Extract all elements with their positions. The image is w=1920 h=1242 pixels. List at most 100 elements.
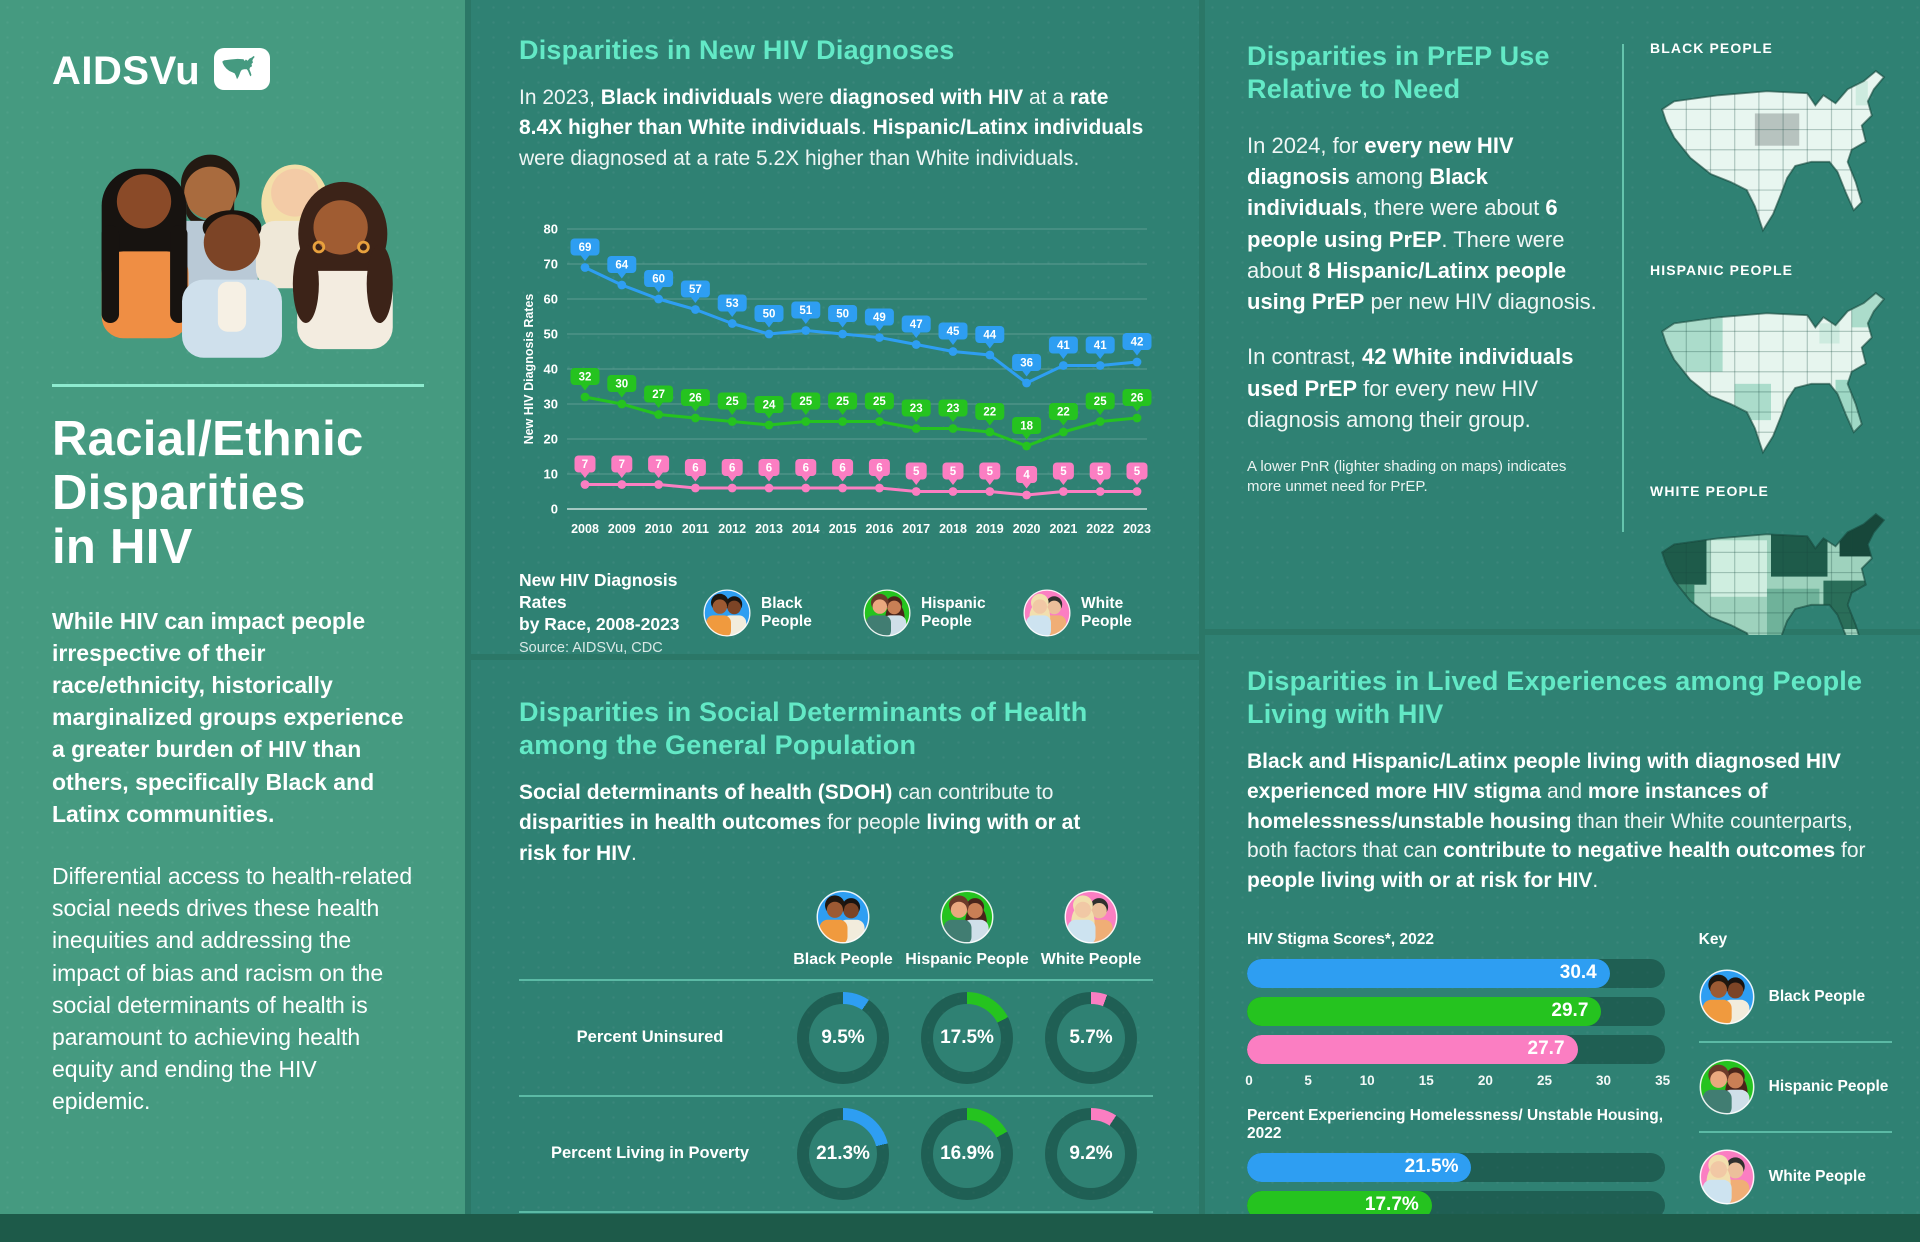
svg-text:24: 24 [763, 400, 776, 412]
svg-text:4: 4 [1023, 470, 1030, 482]
svg-text:6: 6 [729, 463, 735, 475]
donut-black: 21.3% [797, 1108, 889, 1201]
data-label-badge: 6 [795, 459, 817, 482]
donut-value: 11.9% [797, 1224, 889, 1242]
data-label-badge: 22 [1048, 403, 1078, 426]
key-separator [1698, 1040, 1892, 1043]
svg-text:5: 5 [987, 466, 994, 478]
section-new-hiv-diagnoses: Disparities in New HIV Diagnoses In 2023… [471, 0, 1199, 656]
donut-white: 9.2% [1045, 1108, 1137, 1201]
aidsvu-logo-text: AIDSVu [52, 49, 201, 93]
bar-axis: 0 5 10 15 20 25 30 35 [1245, 1072, 1670, 1093]
legend-label: White People [1081, 595, 1132, 631]
data-label-badge: 5 [1089, 462, 1111, 486]
line-chart-footer: New HIV Diagnosis Rates by Race, 2008-20… [519, 570, 1153, 656]
svg-text:80: 80 [544, 222, 558, 237]
svg-text:2011: 2011 [682, 522, 709, 536]
sdoh-column-label: White People [1040, 951, 1142, 969]
hispanic-avatar [940, 890, 994, 944]
bar-track-hispanic: 29.7 [1247, 996, 1665, 1026]
black-avatar [1699, 969, 1755, 1025]
lived-intro: Black and Hispanic/Latinx people living … [1247, 749, 1866, 893]
svg-text:2019: 2019 [976, 522, 1004, 536]
bar-value: 30.4 [1559, 962, 1597, 984]
line-chart-caption: New HIV Diagnosis Rates by Race, 2008-20… [519, 570, 703, 656]
svg-text:2009: 2009 [608, 522, 636, 536]
data-label-badge: 30 [607, 375, 637, 398]
svg-text:25: 25 [799, 396, 812, 408]
line-chart-source: Source: AIDSVu, CDC [519, 639, 663, 656]
donut-white: 6.0% [1045, 1224, 1137, 1242]
data-label-badge: 6 [721, 459, 743, 482]
svg-text:5: 5 [1097, 466, 1104, 478]
data-label-badge: 5 [1052, 462, 1074, 486]
svg-text:25: 25 [1094, 396, 1107, 408]
svg-text:44: 44 [983, 330, 996, 342]
bar-value: 29.7 [1551, 1000, 1589, 1022]
donut-value: 27.5% [921, 1224, 1013, 1242]
svg-text:20: 20 [544, 432, 558, 447]
svg-text:26: 26 [1131, 393, 1144, 405]
axis-tick: 30 [1596, 1072, 1612, 1088]
sdoh-donut-table: Black People Hispanic People [519, 890, 1153, 1242]
sdoh-column-label: Hispanic People [905, 951, 1029, 969]
map-label: WHITE PEOPLE [1650, 483, 1769, 499]
svg-text:42: 42 [1131, 337, 1144, 349]
svg-text:53: 53 [726, 298, 739, 310]
bar-fill: 27.7 [1247, 1034, 1578, 1064]
data-label-badge: 44 [975, 326, 1005, 349]
bar-fill: 29.7 [1247, 996, 1602, 1026]
data-label-badge: 23 [938, 399, 968, 423]
data-label-badge: 26 [1122, 389, 1152, 412]
prep-divider [1622, 44, 1624, 532]
svg-text:5: 5 [1134, 466, 1141, 478]
svg-text:60: 60 [652, 274, 665, 286]
key-item-black: Black People [1699, 953, 1892, 1041]
data-label-badge: 22 [975, 403, 1005, 426]
people-illustration [46, 121, 421, 378]
us-map-hispanic: HISPANIC PEOPLE [1650, 262, 1892, 470]
hispanic-avatar [1699, 1059, 1755, 1115]
donut-black: 9.5% [797, 992, 889, 1085]
axis-tick: 15 [1418, 1072, 1434, 1088]
svg-text:57: 57 [689, 284, 702, 296]
white-avatar [1699, 1149, 1755, 1205]
svg-text:50: 50 [836, 309, 849, 321]
svg-text:0: 0 [551, 502, 558, 517]
section-prep-use: Disparities in PrEP Use Relative to Need… [1205, 0, 1920, 794]
sdoh-column-black: Black People [781, 890, 905, 969]
sdoh-row: Percent with Less than a High School Edu… [519, 1213, 1153, 1242]
donut-hispanic: 27.5% [921, 1224, 1013, 1242]
sidebar-paragraph-2: Differential access to health-related so… [52, 862, 413, 1115]
data-label-badge: 36 [1012, 354, 1042, 377]
svg-text:6: 6 [839, 463, 845, 475]
svg-text:6: 6 [692, 463, 698, 475]
axis-tick: 0 [1245, 1072, 1253, 1088]
data-label-badge: 64 [607, 256, 637, 279]
data-label-badge: 47 [901, 315, 931, 339]
stigma-bar-chart: 30.4 29.7 27.7 0 5 10 15 20 25 30 35 [1245, 958, 1670, 1093]
svg-text:2014: 2014 [792, 522, 820, 536]
svg-text:6: 6 [803, 463, 809, 475]
bottom-accent-strip [0, 1214, 1920, 1242]
svg-text:23: 23 [910, 403, 923, 415]
data-label-badge: 41 [1085, 336, 1115, 360]
prep-pnr-note: A lower PnR (lighter shading on maps) in… [1247, 457, 1567, 496]
data-label-badge: 51 [791, 301, 821, 325]
svg-text:2016: 2016 [865, 522, 893, 536]
prep-paragraph-1: In 2024, for every new HIV diagnosis amo… [1247, 132, 1597, 315]
svg-text:7: 7 [582, 459, 588, 471]
data-label-badge: 5 [979, 462, 1001, 486]
data-label-badge: 25 [717, 392, 747, 416]
bar-value: 21.5% [1404, 1156, 1459, 1178]
white-avatar [1064, 890, 1118, 944]
svg-text:25: 25 [873, 396, 886, 408]
sdoh-column-label: Black People [793, 951, 893, 969]
svg-text:2023: 2023 [1123, 522, 1151, 536]
svg-text:30: 30 [615, 379, 628, 391]
data-label-badge: 7 [574, 455, 596, 479]
svg-text:41: 41 [1094, 340, 1107, 352]
data-label-badge: 53 [717, 294, 747, 318]
data-label-badge: 5 [905, 462, 927, 486]
svg-text:18: 18 [1020, 421, 1033, 433]
